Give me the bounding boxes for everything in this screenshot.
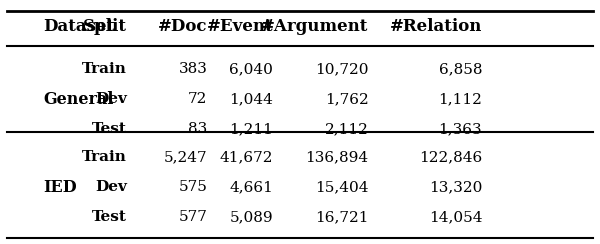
Text: 14,054: 14,054 — [428, 210, 482, 224]
Text: 383: 383 — [179, 62, 208, 76]
Text: Train: Train — [82, 62, 127, 76]
Text: Dev: Dev — [95, 92, 127, 106]
Text: Split: Split — [83, 18, 127, 35]
Text: Train: Train — [82, 150, 127, 164]
Text: 5,247: 5,247 — [164, 150, 208, 164]
Text: #Doc: #Doc — [158, 18, 208, 35]
Text: 577: 577 — [179, 210, 208, 224]
Text: 41,672: 41,672 — [220, 150, 273, 164]
Text: #Event: #Event — [206, 18, 273, 35]
Text: IED: IED — [43, 179, 77, 196]
Text: Test: Test — [92, 210, 127, 224]
Text: 72: 72 — [188, 92, 208, 106]
Text: Dataset: Dataset — [43, 18, 115, 35]
Text: General: General — [43, 91, 113, 108]
Text: #Relation: #Relation — [390, 18, 482, 35]
Text: 4,661: 4,661 — [229, 180, 273, 194]
Text: 6,858: 6,858 — [439, 62, 482, 76]
Text: 1,762: 1,762 — [325, 92, 368, 106]
Text: 1,112: 1,112 — [438, 92, 482, 106]
Text: #Argument: #Argument — [262, 18, 368, 35]
Text: 6,040: 6,040 — [229, 62, 273, 76]
Text: 1,363: 1,363 — [439, 122, 482, 136]
Text: 5,089: 5,089 — [229, 210, 273, 224]
Text: Test: Test — [92, 122, 127, 136]
Text: 122,846: 122,846 — [419, 150, 482, 164]
Text: 16,721: 16,721 — [315, 210, 368, 224]
Text: 1,211: 1,211 — [229, 122, 273, 136]
Text: 575: 575 — [179, 180, 208, 194]
Text: 1,044: 1,044 — [229, 92, 273, 106]
Text: 136,894: 136,894 — [305, 150, 368, 164]
Text: 83: 83 — [188, 122, 208, 136]
Text: 2,112: 2,112 — [325, 122, 368, 136]
Text: 15,404: 15,404 — [315, 180, 368, 194]
Text: Dev: Dev — [95, 180, 127, 194]
Text: 13,320: 13,320 — [429, 180, 482, 194]
Text: 10,720: 10,720 — [315, 62, 368, 76]
